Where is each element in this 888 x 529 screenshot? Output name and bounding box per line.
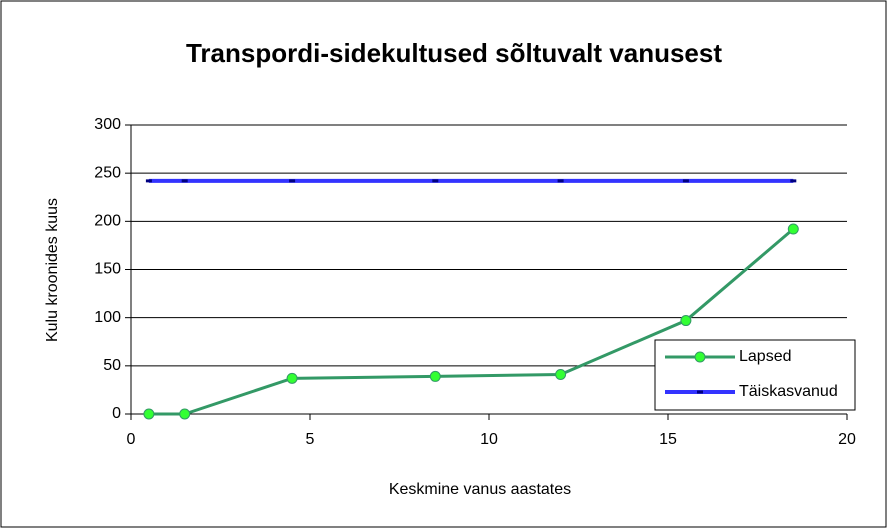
x-tick-label: 5 bbox=[306, 431, 315, 448]
point bbox=[181, 179, 188, 183]
y-tick-label: 300 bbox=[94, 116, 121, 133]
x-tick-label: 0 bbox=[127, 431, 136, 448]
point bbox=[555, 369, 567, 381]
point bbox=[557, 179, 564, 183]
x-tick-label: 20 bbox=[838, 431, 856, 448]
point bbox=[145, 179, 152, 183]
chart-title: Transpordi-sidekultused sõltuvalt vanuse… bbox=[186, 38, 722, 68]
point bbox=[179, 408, 191, 420]
legend-marker bbox=[694, 351, 706, 363]
y-axis-label: Kulu kroonides kuus bbox=[44, 198, 61, 342]
legend-label: Täiskasvanud bbox=[739, 383, 838, 400]
legend-label: Lapsed bbox=[739, 348, 792, 365]
point bbox=[432, 179, 439, 183]
y-tick-label: 0 bbox=[112, 405, 121, 422]
point bbox=[787, 223, 799, 235]
x-axis-label: Keskmine vanus aastates bbox=[389, 481, 571, 498]
y-tick-label: 100 bbox=[94, 309, 121, 326]
y-tick-label: 50 bbox=[103, 357, 121, 374]
x-tick-label: 10 bbox=[480, 431, 498, 448]
legend-box bbox=[654, 339, 856, 411]
point bbox=[429, 370, 441, 382]
legend-marker bbox=[697, 390, 703, 394]
point bbox=[143, 408, 155, 420]
y-tick-label: 150 bbox=[94, 261, 121, 278]
y-tick-label: 200 bbox=[94, 213, 121, 230]
y-tick-label: 250 bbox=[94, 164, 121, 181]
point bbox=[680, 315, 692, 327]
point bbox=[682, 179, 689, 183]
x-tick-label: 15 bbox=[659, 431, 677, 448]
point bbox=[289, 179, 296, 183]
point bbox=[286, 372, 298, 384]
point bbox=[790, 179, 797, 183]
